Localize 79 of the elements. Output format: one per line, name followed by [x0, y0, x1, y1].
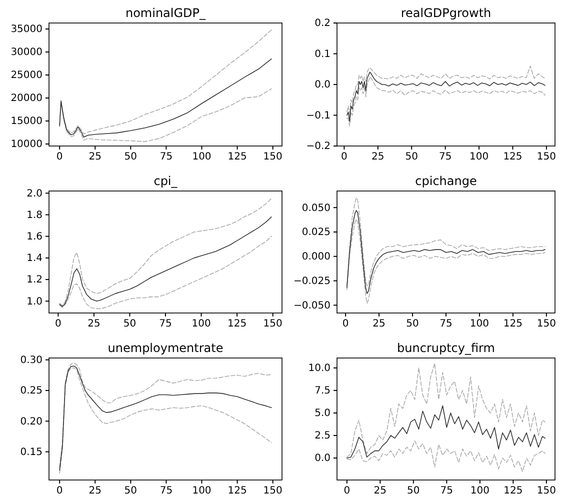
x-tick-label: 0	[344, 486, 350, 497]
x-tick-label: 0	[56, 152, 63, 163]
x-tick-label: 125	[228, 318, 247, 330]
y-tick-label: −0.050	[293, 300, 330, 312]
x-tick-label: 0	[54, 318, 62, 330]
y-tick-label: 25000	[10, 70, 42, 82]
y-tick-label: 1.4	[26, 253, 42, 264]
y-tick-label: 2.0	[26, 188, 42, 200]
y-tick-label: 1.6	[26, 232, 42, 243]
chart-title: unemploymentrate	[108, 341, 224, 355]
x-tick-label: 100	[470, 318, 490, 330]
x-tick-label: 150	[536, 152, 556, 163]
x-tick-label: 25	[88, 152, 102, 163]
y-tick-label: 0.15	[20, 447, 42, 458]
y-tick-label: 0.2	[314, 18, 330, 30]
x-tick-label: 50	[124, 152, 138, 163]
x-tick-label: 150	[263, 152, 282, 163]
x-tick-label: 25	[372, 318, 386, 330]
chart-title: realGDPgrowth	[400, 6, 492, 20]
y-tick-label: −0.1	[306, 110, 330, 122]
x-tick-label: 150	[536, 318, 556, 330]
y-tick-label: 0.0	[314, 453, 330, 464]
y-tick-label: 15000	[10, 116, 42, 128]
y-tick-label: 30000	[10, 47, 42, 58]
y-tick-label: 7.5	[314, 386, 330, 397]
y-tick-label: −0.025	[293, 276, 330, 287]
x-tick-label: 125	[503, 152, 522, 163]
y-tick-label: 1.0	[26, 296, 42, 308]
x-tick-label: 100	[192, 152, 212, 163]
y-tick-label: −0.2	[306, 141, 330, 152]
y-tick-label: 0.025	[302, 227, 330, 238]
x-tick-label: 50	[406, 318, 419, 330]
x-tick-label: 25	[88, 486, 102, 497]
y-tick-label: 0.20	[20, 416, 42, 428]
y-tick-label: 35000	[10, 24, 42, 36]
chart-title: cpichange	[415, 174, 477, 188]
x-tick-label: 50	[123, 318, 136, 330]
chart-title: cpi_	[154, 174, 178, 188]
y-tick-label: 0.000	[302, 252, 330, 263]
x-tick-label: 75	[160, 152, 173, 163]
x-tick-label: 75	[159, 318, 172, 330]
y-tick-label: 0.050	[302, 202, 330, 214]
x-tick-label: 100	[469, 152, 489, 163]
y-tick-label: 10000	[10, 139, 42, 150]
x-tick-label: 75	[440, 486, 454, 497]
x-tick-label: 25	[88, 318, 100, 330]
x-tick-label: 50	[124, 486, 138, 497]
x-tick-label: 0	[342, 318, 349, 330]
x-tick-label: 50	[405, 152, 418, 163]
x-tick-label: 150	[263, 486, 282, 497]
x-tick-label: 0	[341, 152, 348, 163]
x-tick-label: 75	[438, 152, 452, 163]
y-tick-label: 10.0	[308, 363, 330, 374]
chart-title: buncruptcy_firm	[397, 341, 495, 355]
x-tick-label: 150	[536, 486, 556, 497]
y-tick-label: 0.30	[20, 355, 42, 366]
y-tick-label: 20000	[10, 93, 42, 104]
x-tick-label: 0	[56, 486, 63, 497]
x-tick-label: 150	[263, 318, 282, 330]
y-tick-label: 5.0	[314, 408, 330, 420]
x-tick-label: 100	[470, 486, 490, 497]
x-tick-label: 125	[503, 318, 522, 330]
y-tick-label: 1.8	[26, 210, 42, 221]
x-tick-label: 75	[160, 486, 173, 497]
y-tick-label: 0.25	[20, 386, 42, 397]
y-tick-label: 0.0	[314, 80, 330, 91]
x-tick-label: 25	[372, 152, 384, 163]
y-tick-label: 1.2	[26, 274, 42, 286]
x-tick-label: 125	[504, 486, 523, 497]
x-tick-label: 50	[407, 486, 420, 497]
x-tick-label: 100	[192, 486, 212, 497]
y-tick-label: 2.5	[314, 430, 330, 442]
y-tick-label: 0.1	[314, 48, 330, 60]
x-tick-label: 125	[228, 486, 247, 497]
x-tick-label: 75	[440, 318, 452, 330]
chart-title: nominalGDP_	[125, 6, 207, 20]
x-tick-label: 125	[228, 152, 247, 163]
x-tick-label: 100	[192, 318, 211, 330]
x-tick-label: 25	[374, 486, 387, 497]
